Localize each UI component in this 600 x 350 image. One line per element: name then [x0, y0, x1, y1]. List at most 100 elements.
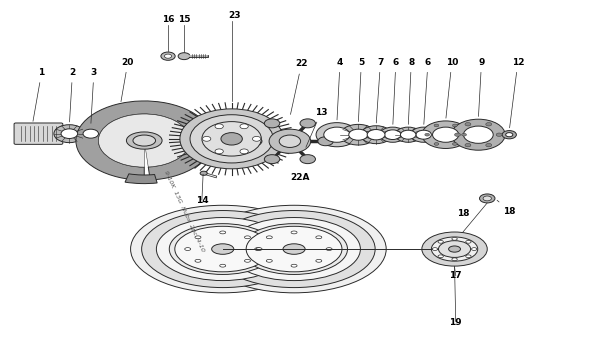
Circle shape [506, 133, 513, 137]
Circle shape [433, 127, 459, 142]
Circle shape [465, 144, 471, 147]
Circle shape [247, 137, 262, 146]
Text: 9: 9 [478, 58, 485, 117]
Text: 1: 1 [33, 68, 44, 121]
Text: 23: 23 [229, 11, 241, 20]
Ellipse shape [438, 255, 443, 258]
Text: 5: 5 [358, 58, 365, 121]
Circle shape [434, 124, 439, 127]
Ellipse shape [266, 236, 272, 239]
Text: 8: 8 [408, 58, 415, 124]
Circle shape [452, 119, 505, 150]
Circle shape [385, 130, 401, 140]
Circle shape [461, 133, 466, 136]
Text: 15: 15 [178, 15, 190, 24]
Text: 16: 16 [162, 15, 174, 24]
Text: 6: 6 [393, 58, 399, 124]
Ellipse shape [228, 218, 361, 281]
Text: 19: 19 [449, 318, 462, 327]
Circle shape [486, 144, 492, 147]
Circle shape [361, 126, 392, 144]
Circle shape [265, 155, 280, 163]
Ellipse shape [169, 224, 276, 274]
Circle shape [455, 133, 461, 136]
Ellipse shape [220, 231, 226, 234]
Circle shape [324, 127, 350, 142]
Circle shape [422, 121, 469, 148]
Ellipse shape [213, 211, 375, 288]
Circle shape [416, 130, 431, 139]
Ellipse shape [241, 224, 347, 274]
Ellipse shape [452, 258, 457, 261]
Circle shape [316, 122, 358, 147]
Ellipse shape [255, 248, 261, 251]
Circle shape [502, 131, 517, 139]
Ellipse shape [256, 248, 262, 251]
Circle shape [496, 133, 502, 136]
Ellipse shape [175, 226, 271, 272]
Ellipse shape [157, 218, 289, 281]
Circle shape [425, 133, 430, 136]
Text: 2: 2 [70, 68, 76, 122]
Text: 17: 17 [449, 271, 462, 280]
Ellipse shape [202, 205, 386, 293]
Circle shape [190, 115, 273, 163]
Ellipse shape [195, 236, 201, 239]
Circle shape [410, 127, 437, 142]
Circle shape [486, 122, 492, 126]
Text: 22A: 22A [290, 173, 310, 182]
Ellipse shape [244, 259, 250, 262]
Ellipse shape [291, 264, 297, 267]
Circle shape [452, 124, 457, 127]
Ellipse shape [326, 248, 332, 251]
Circle shape [61, 129, 77, 139]
Circle shape [349, 129, 368, 140]
Ellipse shape [127, 132, 162, 149]
Wedge shape [125, 174, 157, 184]
Ellipse shape [246, 226, 342, 272]
Text: 14: 14 [196, 196, 208, 204]
Circle shape [83, 129, 98, 138]
Ellipse shape [291, 231, 297, 234]
Circle shape [202, 121, 262, 156]
Circle shape [463, 126, 493, 143]
Circle shape [465, 122, 471, 126]
Circle shape [161, 52, 175, 60]
Text: 18: 18 [497, 200, 516, 216]
Ellipse shape [439, 241, 470, 258]
Text: 3: 3 [91, 68, 97, 123]
Circle shape [77, 126, 104, 141]
Ellipse shape [316, 236, 322, 239]
Circle shape [240, 124, 248, 129]
Circle shape [215, 124, 223, 129]
Circle shape [452, 142, 457, 145]
FancyBboxPatch shape [14, 123, 63, 144]
Circle shape [279, 135, 301, 147]
Circle shape [240, 149, 248, 154]
Text: 18: 18 [457, 209, 470, 218]
Circle shape [178, 53, 190, 60]
Circle shape [164, 54, 172, 58]
Circle shape [318, 137, 333, 146]
Circle shape [203, 136, 211, 141]
Text: 20: 20 [121, 58, 134, 102]
Ellipse shape [431, 237, 478, 261]
Ellipse shape [220, 264, 226, 267]
Circle shape [400, 130, 416, 139]
Circle shape [180, 109, 283, 169]
Circle shape [200, 171, 207, 175]
Ellipse shape [195, 259, 201, 262]
Circle shape [367, 130, 385, 140]
Circle shape [483, 196, 491, 201]
Ellipse shape [212, 244, 234, 254]
Circle shape [380, 127, 406, 142]
Ellipse shape [432, 248, 437, 251]
Ellipse shape [316, 259, 322, 262]
Circle shape [395, 127, 421, 142]
Ellipse shape [422, 232, 487, 266]
Wedge shape [76, 101, 212, 180]
Ellipse shape [466, 255, 471, 258]
Ellipse shape [283, 244, 305, 254]
Circle shape [54, 125, 85, 142]
Text: 13: 13 [306, 108, 328, 147]
